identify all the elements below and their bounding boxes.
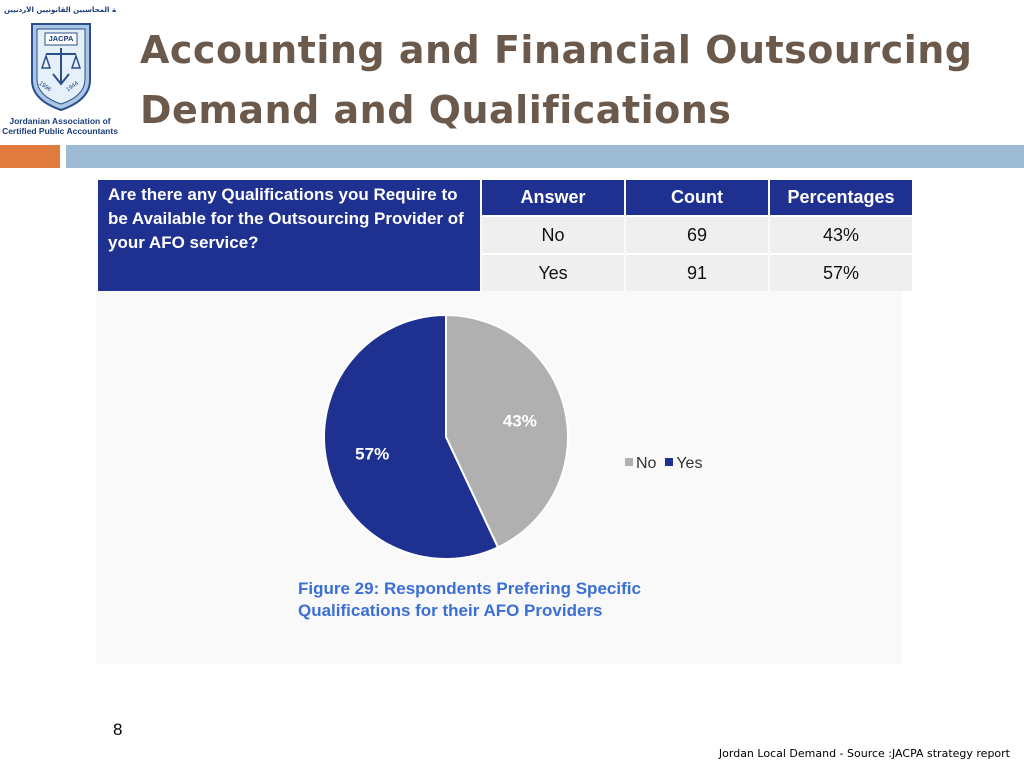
table-row: No 69 43% <box>98 215 912 253</box>
legend-label-yes: Yes <box>676 455 703 472</box>
accent-bar-blue <box>66 145 1024 168</box>
jacpa-logo: جمعية المحاسبين القانونيين الأردنيين JAC… <box>0 0 120 145</box>
header-count: Count <box>626 180 768 215</box>
count-cell: 91 <box>626 253 768 291</box>
pie-slice-yes <box>323 313 500 560</box>
logo-arabic-text: جمعية المحاسبين القانونيين الأردنيين <box>4 6 116 14</box>
legend-swatch-yes <box>665 458 674 466</box>
answer-cell: Yes <box>482 253 624 291</box>
slide-title-line1: Accounting and Financial Outsourcing <box>140 28 973 72</box>
pie-chart: 43% 57% <box>323 313 569 560</box>
table-row: Yes 91 57% <box>98 253 912 291</box>
logo-acronym: JACPA <box>48 34 74 43</box>
figure-caption: Figure 29: Respondents Prefering Specifi… <box>298 579 641 620</box>
legend-label-no: No <box>636 455 657 472</box>
chart-legend: No Yes <box>625 455 702 473</box>
logo-english-text: Jordanian Association of Certified Publi… <box>2 116 118 136</box>
slide-title-line2: Demand and Qualifications <box>140 88 732 132</box>
percent-cell: 43% <box>770 215 912 253</box>
legend-swatch-no <box>625 458 633 466</box>
question-cell: Are there any Qualifications you Require… <box>98 180 480 291</box>
pie-label-no: 43% <box>503 411 537 430</box>
pie-label-yes: 57% <box>355 445 389 464</box>
header-answer: Answer <box>482 180 624 215</box>
accent-bar-orange <box>0 145 60 168</box>
shield-icon <box>31 23 91 112</box>
count-cell: 69 <box>626 215 768 253</box>
answer-cell: No <box>482 215 624 253</box>
slide-number: 8 <box>113 720 123 739</box>
qualifications-table: Are there any Qualifications you Require… <box>96 180 914 291</box>
pie-slice-no <box>445 313 569 549</box>
footer-source: Jordan Local Demand - Source :JACPA stra… <box>718 747 1010 760</box>
header-percentages: Percentages <box>770 180 912 215</box>
percent-cell: 57% <box>770 253 912 291</box>
